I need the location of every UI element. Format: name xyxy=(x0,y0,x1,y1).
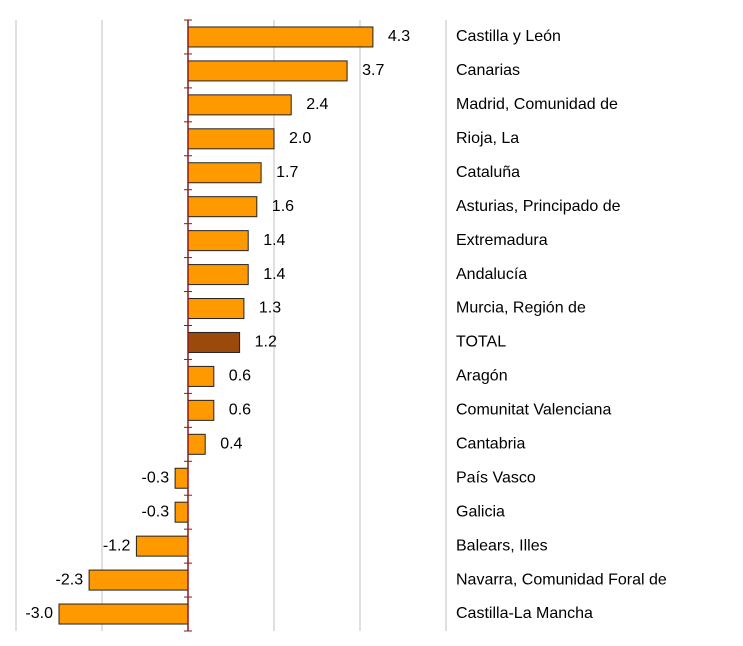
category-label: Balears, Illes xyxy=(456,537,548,554)
value-label: 4.3 xyxy=(388,28,410,45)
value-label: 1.3 xyxy=(259,300,281,317)
value-label: -0.3 xyxy=(142,469,170,486)
value-label: 0.6 xyxy=(229,402,251,419)
category-label: Cataluña xyxy=(456,164,520,181)
bar xyxy=(187,196,258,218)
category-label: Cantabria xyxy=(456,436,525,453)
category-label: País Vasco xyxy=(456,469,536,486)
bar xyxy=(58,603,189,625)
bar xyxy=(187,399,215,421)
category-label: Asturias, Principado de xyxy=(456,198,621,215)
category-label: Madrid, Comunidad de xyxy=(456,96,618,113)
bar xyxy=(187,365,215,387)
bar xyxy=(174,501,189,523)
value-label: 2.4 xyxy=(306,96,328,113)
value-label: 1.7 xyxy=(276,164,298,181)
value-label: 0.6 xyxy=(229,368,251,385)
bar xyxy=(88,569,189,591)
value-label: 0.4 xyxy=(220,436,242,453)
value-label: 1.4 xyxy=(263,232,285,249)
bar xyxy=(187,331,241,353)
bar xyxy=(187,264,249,286)
value-label: 3.7 xyxy=(362,62,384,79)
category-label: Castilla y León xyxy=(456,28,561,45)
value-label: 2.0 xyxy=(289,130,311,147)
category-label: Galicia xyxy=(456,503,505,520)
category-label: TOTAL xyxy=(456,334,506,351)
category-label: Comunitat Valenciana xyxy=(456,402,611,419)
category-label: Aragón xyxy=(456,368,508,385)
category-label: Navarra, Comunidad Foral de xyxy=(456,571,667,588)
value-label: 1.4 xyxy=(263,266,285,283)
bar xyxy=(187,26,374,48)
value-label: -3.0 xyxy=(25,605,53,622)
value-label: -0.3 xyxy=(142,503,170,520)
bar xyxy=(187,162,262,184)
value-label: 1.2 xyxy=(255,334,277,351)
category-label: Andalucía xyxy=(456,266,527,283)
bar xyxy=(187,94,292,116)
value-label: 1.6 xyxy=(272,198,294,215)
category-label: Murcia, Región de xyxy=(456,300,586,317)
category-label: Extremadura xyxy=(456,232,548,249)
value-label: -2.3 xyxy=(56,571,84,588)
category-label: Castilla-La Mancha xyxy=(456,605,593,622)
bar xyxy=(135,535,189,557)
bar xyxy=(187,230,249,252)
value-label: -1.2 xyxy=(103,537,131,554)
bar xyxy=(174,467,189,489)
bar xyxy=(187,298,245,320)
bar xyxy=(187,433,206,455)
category-label: Rioja, La xyxy=(456,130,519,147)
bar xyxy=(187,60,348,82)
bar xyxy=(187,128,275,150)
category-label: Canarias xyxy=(456,62,520,79)
